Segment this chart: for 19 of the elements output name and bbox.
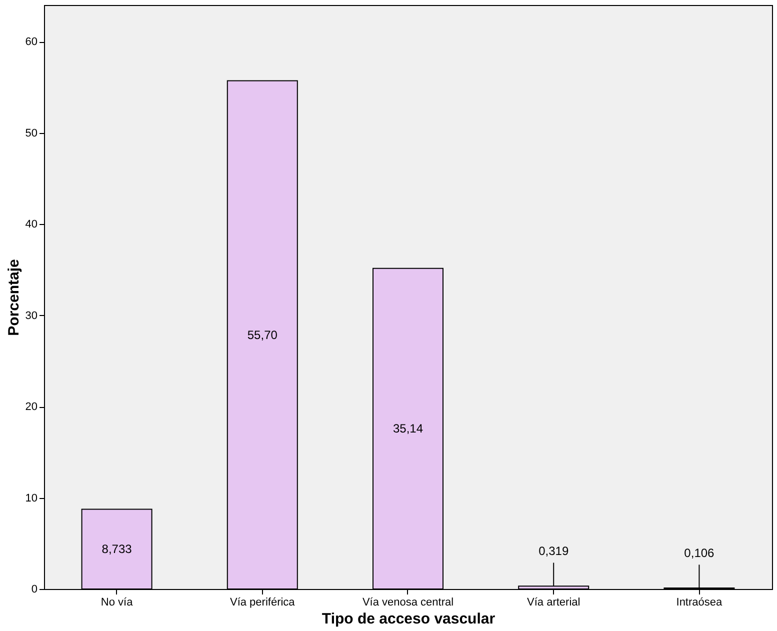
data-label: 8,733 — [102, 542, 132, 556]
y-axis-title: Porcentaje — [5, 259, 22, 336]
y-tick-label: 40 — [25, 218, 38, 230]
y-tick-label: 20 — [25, 401, 38, 413]
data-label: 35,14 — [392, 422, 424, 436]
x-tick-label: Vía periférica — [230, 596, 296, 608]
data-label: 55,70 — [247, 328, 278, 342]
x-tick-label: Intraósea — [676, 596, 724, 608]
y-tick-label: 10 — [25, 492, 38, 504]
data-label: 0,319 — [538, 544, 569, 558]
data-label: 0,106 — [684, 546, 715, 560]
y-tick-label: 0 — [31, 584, 38, 596]
x-tick-label: Vía venosa central — [362, 596, 454, 608]
x-tick-label: Vía arterial — [527, 596, 580, 608]
y-tick-label: 60 — [25, 36, 38, 48]
x-tick-label: No vía — [100, 596, 134, 608]
y-tick-label: 30 — [25, 310, 38, 322]
x-axis-title: Tipo de acceso vascular — [322, 610, 496, 628]
y-tick-label: 50 — [25, 127, 38, 140]
